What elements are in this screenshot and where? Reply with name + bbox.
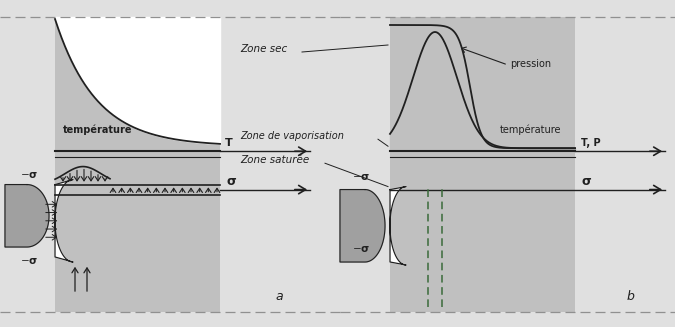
Text: a: a <box>275 290 283 303</box>
Polygon shape <box>55 180 73 262</box>
Text: Zone de vaporisation: Zone de vaporisation <box>240 131 344 141</box>
Polygon shape <box>390 187 406 265</box>
Text: b: b <box>627 290 635 303</box>
Text: T, P: T, P <box>581 138 601 148</box>
Text: Zone saturée: Zone saturée <box>240 155 309 165</box>
Text: $-\mathbf{\sigma}$: $-\mathbf{\sigma}$ <box>20 256 38 266</box>
Text: température: température <box>500 125 562 135</box>
Text: $-\mathbf{\sigma}$: $-\mathbf{\sigma}$ <box>352 172 371 181</box>
Bar <box>55 17 220 312</box>
Text: $\mathbf{\sigma}$: $\mathbf{\sigma}$ <box>581 175 592 188</box>
Text: $-\mathbf{\sigma}$: $-\mathbf{\sigma}$ <box>20 170 38 180</box>
Text: T: T <box>225 138 233 148</box>
Text: température: température <box>63 125 132 135</box>
Text: Zone sec: Zone sec <box>240 44 288 54</box>
Text: pression: pression <box>510 59 551 69</box>
Bar <box>390 17 575 312</box>
Polygon shape <box>5 184 49 247</box>
Text: $-\mathbf{\sigma}$: $-\mathbf{\sigma}$ <box>352 244 371 254</box>
Polygon shape <box>340 190 385 262</box>
Text: $\mathbf{\sigma}$: $\mathbf{\sigma}$ <box>226 175 237 188</box>
